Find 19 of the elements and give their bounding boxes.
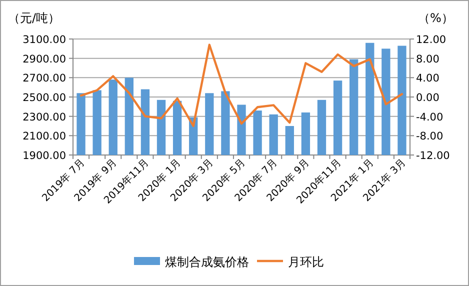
- y-axis-title: （元/吨）: [8, 11, 60, 25]
- y2-tick-label: 8.00: [416, 53, 440, 66]
- y2-tick-label: 0.00: [416, 92, 440, 104]
- y2-tick-label: -4.00: [416, 111, 444, 124]
- y-tick-label: 2300.00: [22, 111, 66, 124]
- y-tick-label: 2500.00: [22, 92, 66, 104]
- y-tick-label: 1900.00: [22, 150, 66, 162]
- y-tick-label: 3100.00: [22, 34, 66, 46]
- y2-tick-label: -8.00: [416, 130, 444, 143]
- y-tick-label: 2900.00: [22, 53, 66, 66]
- legend-label: 煤制合成氨价格: [165, 255, 249, 269]
- y2-tick-label: -12.00: [416, 150, 450, 162]
- y2-tick-label: 4.00: [416, 72, 440, 85]
- line-series: [80, 44, 404, 128]
- y2-tick-label: 12.00: [416, 34, 446, 46]
- legend-label: 月环比: [288, 255, 324, 269]
- y2-axis-title: （%）: [418, 11, 454, 25]
- y-tick-label: 2100.00: [22, 130, 66, 143]
- y-tick-label: 2700.00: [22, 72, 66, 85]
